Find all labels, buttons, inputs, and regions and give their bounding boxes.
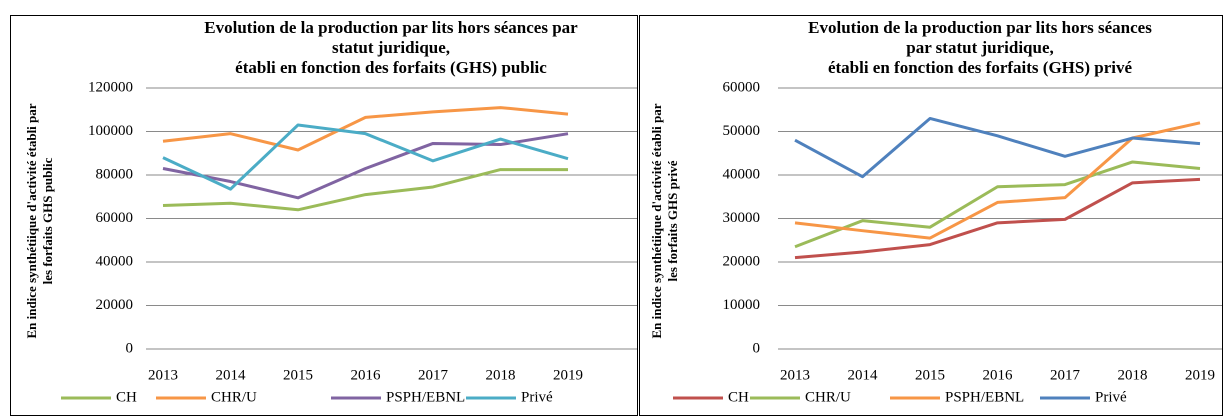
legend-label: CH xyxy=(116,389,137,405)
y-tick-label: 0 xyxy=(753,340,761,356)
x-tick-label: 2018 xyxy=(486,367,516,383)
x-tick-label: 2015 xyxy=(283,367,313,383)
y-tick-label: 20000 xyxy=(723,253,761,269)
x-tick-label: 2013 xyxy=(148,367,178,383)
y-tick-label: 0 xyxy=(126,340,134,356)
x-tick-label: 2015 xyxy=(915,367,945,383)
legend-label: PSPH/EBNL xyxy=(386,389,465,405)
x-tick-label: 2019 xyxy=(553,367,583,383)
chart-title: Evolution de la production par lits hors… xyxy=(204,18,578,37)
chart-title: établi en fonction des forfaits (GHS) pu… xyxy=(235,58,547,77)
chart-title: statut juridique, xyxy=(332,38,450,57)
chart-panel: 0 10000 20000 30000 40000 50000 60000 2013 2014 2… xyxy=(639,15,1223,416)
chart-title: Evolution de la production par lits hors… xyxy=(808,18,1152,37)
legend-label: Privé xyxy=(521,389,553,405)
y-axis-label: En indice synthétiique d'activité établi… xyxy=(24,103,39,338)
y-axis-label: En indice synthétiique d'activité établi… xyxy=(649,103,664,338)
series-line xyxy=(162,168,568,212)
y-tick-label: 10000 xyxy=(723,297,761,313)
y-axis-label: les forfaits GHS privé xyxy=(665,160,680,281)
legend-label: Privé xyxy=(1095,389,1127,405)
y-tick-label: 60000 xyxy=(96,210,134,226)
series-line xyxy=(162,106,569,152)
y-tick-label: 120000 xyxy=(88,79,133,95)
x-tick-label: 2016 xyxy=(983,367,1014,383)
chart-title: établi en fonction des forfaits (GHS) pr… xyxy=(828,58,1133,77)
x-tick-label: 2017 xyxy=(418,367,449,383)
x-tick-label: 2013 xyxy=(780,367,810,383)
x-tick-label: 2014 xyxy=(216,367,247,383)
y-tick-label: 80000 xyxy=(96,166,134,182)
y-tick-label: 100000 xyxy=(88,123,133,139)
legend-label: CH xyxy=(728,389,749,405)
y-tick-label: 50000 xyxy=(723,123,761,139)
x-tick-label: 2018 xyxy=(1118,367,1148,383)
legend-label: CHR/U xyxy=(805,389,851,405)
x-tick-label: 2014 xyxy=(848,367,879,383)
y-axis-label: les forfaits GHS public xyxy=(40,157,55,284)
series-line xyxy=(794,177,1201,260)
series-line xyxy=(162,132,569,200)
legend-label: CHR/U xyxy=(211,389,257,405)
chart-title: par statut juridique, xyxy=(906,38,1054,57)
y-tick-label: 40000 xyxy=(96,253,134,269)
legend-label: PSPH/EBNL xyxy=(945,389,1024,405)
y-tick-label: 40000 xyxy=(723,166,761,182)
x-tick-label: 2016 xyxy=(351,367,382,383)
series-line xyxy=(162,123,569,191)
series-line xyxy=(794,160,1201,249)
y-tick-label: 60000 xyxy=(723,79,761,95)
series-line xyxy=(794,116,1201,179)
x-tick-label: 2019 xyxy=(1185,367,1215,383)
x-tick-label: 2017 xyxy=(1050,367,1081,383)
y-tick-label: 30000 xyxy=(723,210,761,226)
chart-panel: 0 20000 40000 60000 80000 100000 120000 2013 201… xyxy=(10,15,638,416)
y-tick-label: 20000 xyxy=(96,297,134,313)
